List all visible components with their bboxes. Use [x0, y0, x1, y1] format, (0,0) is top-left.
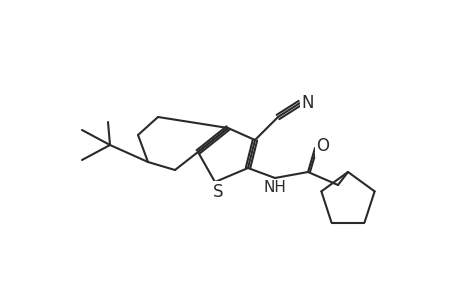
Text: N: N	[301, 94, 313, 112]
Text: O: O	[316, 137, 329, 155]
Text: S: S	[212, 183, 223, 201]
Text: NH: NH	[263, 181, 286, 196]
